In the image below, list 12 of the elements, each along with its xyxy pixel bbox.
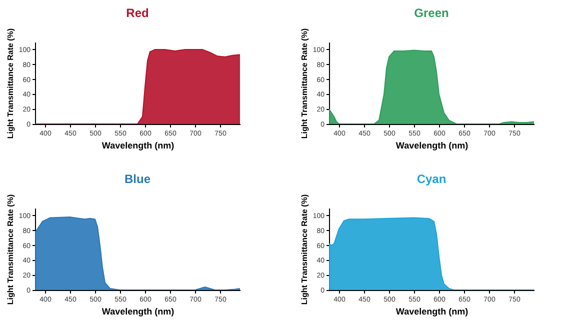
x-axis-title: Wavelength (nm): [102, 306, 174, 316]
x-axis-title: Wavelength (nm): [396, 140, 468, 150]
y-axis-title: Light Transmittance Rate (%): [6, 194, 15, 305]
y-axis-title: Light Transmittance Rate (%): [300, 194, 309, 305]
chart-title: Blue: [124, 172, 151, 186]
y-axis-title: Light Transmittance Rate (%): [300, 28, 309, 139]
y-axis-title: Light Transmittance Rate (%): [6, 28, 15, 139]
x-axis-title: Wavelength (nm): [102, 140, 174, 150]
x-axis-title: Wavelength (nm): [396, 306, 468, 316]
chart-title: Red: [126, 6, 149, 20]
chart-title: Cyan: [416, 172, 446, 186]
chart-title: Green: [414, 6, 449, 20]
